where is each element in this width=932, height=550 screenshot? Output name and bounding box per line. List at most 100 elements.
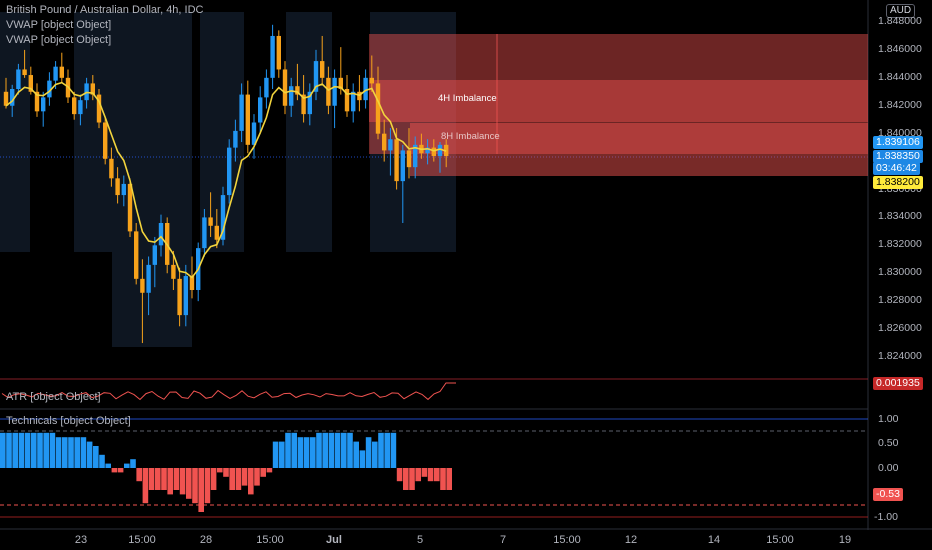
technicals-bar [62,437,68,468]
candle-body [282,69,288,106]
technicals-bar [316,432,322,468]
technicals-bar [285,432,291,468]
vwap-legend[interactable]: VWAP [object Object] [6,19,112,31]
technicals-bar [161,468,167,490]
technicals-bar [173,468,180,490]
technicals-bar [136,468,142,482]
technicals-bar [409,468,415,490]
technicals-bar [328,432,335,468]
candle-body [413,144,418,168]
countdown-tag: 03:46:42 [873,162,920,175]
time-tick: 19 [838,534,852,546]
technicals-bar [24,432,31,468]
technicals-bar [55,437,62,468]
candles [3,24,449,344]
candle-body [394,139,399,182]
candle-body [3,91,9,106]
technicals-bar [297,437,304,468]
price-tick: 1.848000 [878,15,922,27]
technicals-bar [12,432,18,468]
technicals-bar [204,468,211,504]
technicals-bar [167,468,173,495]
price-tick: 1.832000 [878,238,922,251]
candle-body [400,150,405,182]
technicals-bar [43,432,49,468]
technicals-bar [440,468,446,490]
technicals-bar [0,432,6,468]
candle-body [382,133,387,151]
candle-body [301,94,306,115]
candle-body [220,195,226,240]
technicals-bar [322,432,328,468]
technicals-bar [155,468,161,490]
time-tick: 5 [416,534,424,546]
time-tick: 28 [199,534,213,546]
technicals-legend[interactable]: Technicals [object Object] [6,415,131,427]
technicals-bar [347,432,353,468]
technicals-bar [365,437,372,468]
technicals-bar [179,468,186,495]
technicals-bar [266,468,273,473]
technicals-bar [272,441,279,468]
price-tag-upper: 1.839106 [873,136,923,149]
technicals-bar [421,468,428,477]
candle-body [431,147,436,156]
candle-body [375,83,381,134]
technicals-bar [74,437,80,468]
technicals-bar [148,468,155,490]
technicals-bar [359,450,366,468]
technicals-bar [310,437,316,468]
technicals-bar [142,468,149,504]
technicals-bar [334,432,341,468]
candle-body [10,89,15,106]
symbol-legend[interactable]: British Pound / Australian Dollar, 4h, I… [6,4,204,16]
indicator-panels [0,378,932,530]
technicals-bar [254,468,260,486]
candle-body [289,86,294,106]
price-tick: 1.842000 [878,98,922,111]
candle-body [134,231,139,279]
candle-body [115,178,120,196]
candle-body [72,97,77,115]
price-tag-level: 1.838200 [873,176,923,189]
candle-body [121,183,126,196]
atr-legend[interactable]: ATR [object Object] [6,391,101,403]
candle-body [351,91,356,112]
technicals-histogram [0,432,452,512]
time-tick: 15:00 [256,534,284,546]
candle-body [28,75,33,92]
vwap-sma-legend[interactable]: VWAP [object Object] [6,34,112,46]
candle-body [16,69,21,89]
candle-body [388,139,393,151]
candle-body [183,276,188,316]
technicals-bar [396,468,403,482]
time-tick: Jul [326,534,342,546]
technicals-bar [68,437,74,468]
candle-body [208,217,213,226]
candle-body [214,225,219,240]
candle-body [78,100,83,115]
time-tick: 15:00 [553,534,581,546]
session-block-0 [0,12,30,252]
technicals-bar [18,432,25,468]
candle-body [270,35,275,78]
technicals-bar [353,441,359,468]
currency-badge[interactable]: AUD [886,4,916,18]
candle-body [41,97,46,112]
technicals-bar [384,432,390,468]
price-tick: 1.834000 [878,210,922,223]
imbalance-zones [369,34,868,176]
technicals-bar [229,468,235,490]
technicals-bar [37,432,43,468]
technicals-bar [235,468,242,490]
technicals-bar [105,463,111,468]
tech-tick-1: 1.00 [878,413,899,425]
candle-body [34,91,40,112]
candle-body [251,122,257,145]
candle-body [96,94,102,123]
time-tick: 15:00 [128,534,156,546]
candle-body [127,183,133,232]
technicals-bar [99,454,105,468]
price-tick: 1.844000 [878,70,922,83]
